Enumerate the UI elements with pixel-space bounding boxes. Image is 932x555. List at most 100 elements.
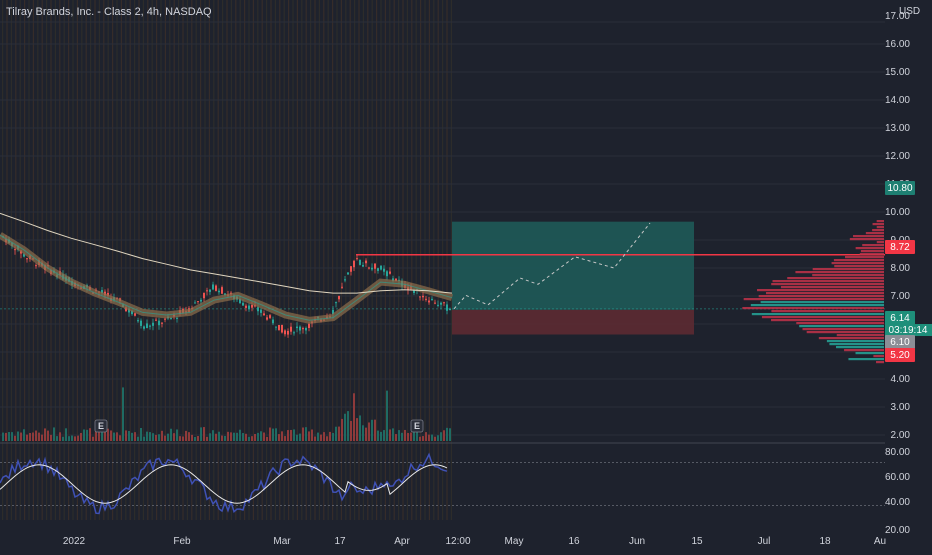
volume-bar: [215, 433, 217, 441]
resistance-price-tag-bg: [885, 240, 915, 254]
oscillator-pane: [0, 452, 885, 515]
candle: [446, 304, 448, 311]
osc-tick-label: 20.00: [885, 525, 910, 536]
volume-bar: [425, 432, 427, 441]
volume-bar: [86, 429, 88, 441]
session-stripe: [296, 0, 298, 520]
session-stripe: [274, 0, 276, 520]
volume-bar: [371, 419, 373, 441]
session-stripe: [362, 0, 364, 520]
volume-bar: [392, 428, 394, 441]
volume-bar: [35, 430, 37, 441]
profile-bar: [833, 259, 884, 262]
price-tick-label: 10.00: [885, 207, 910, 218]
symbol-title[interactable]: Tilray Brands, Inc. - Class 2, 4h, NASDA…: [6, 6, 212, 18]
session-stripe: [204, 0, 206, 520]
profile-bar: [758, 295, 884, 298]
volume-bar: [29, 432, 31, 441]
candle: [299, 326, 301, 331]
session-stripe: [103, 0, 105, 520]
projection-path: [453, 222, 651, 310]
session-stripe: [98, 0, 100, 520]
session-stripe: [226, 0, 228, 520]
profile-bar: [834, 265, 884, 268]
volume-bar: [440, 432, 442, 441]
candle: [263, 313, 265, 316]
volume-bar: [356, 418, 358, 441]
session-stripe: [230, 0, 232, 520]
profile-bar: [876, 220, 884, 223]
volume-bar: [50, 434, 52, 441]
volume-bar: [362, 425, 364, 441]
volume-bar: [140, 427, 142, 441]
session-stripe: [252, 0, 254, 520]
volume-bar: [224, 435, 226, 441]
session-stripe: [398, 0, 400, 520]
volume-bar: [350, 420, 352, 441]
volume-bar: [233, 432, 235, 441]
volume-bar: [158, 434, 160, 441]
volume-bar: [245, 433, 247, 441]
volume-bar: [188, 432, 190, 441]
volume-bar: [239, 429, 241, 441]
trade-zones: [0, 221, 885, 335]
session-stripe: [261, 0, 263, 520]
candle: [146, 323, 148, 329]
session-stripe: [116, 0, 118, 520]
candle: [209, 289, 211, 292]
volume-bar: [320, 434, 322, 441]
volume-bar: [365, 427, 367, 441]
candle: [392, 278, 394, 281]
volume-bar: [203, 427, 205, 441]
volume-bar: [251, 436, 253, 441]
time-tick-label: 18: [819, 536, 831, 547]
session-stripe: [415, 0, 417, 520]
volume-bar: [206, 436, 208, 441]
candle: [278, 324, 280, 331]
volume-bar: [41, 434, 43, 441]
session-stripe: [15, 0, 17, 520]
volume-bar: [416, 427, 418, 441]
session-stripe: [19, 0, 21, 520]
volume-bar: [272, 428, 274, 441]
candle: [200, 299, 202, 302]
target-price-tag-bg: [885, 181, 915, 195]
volume-bar: [131, 432, 133, 441]
session-stripe: [6, 0, 8, 520]
volume-bar: [74, 436, 76, 441]
session-stripe: [437, 0, 439, 520]
candle: [149, 325, 151, 327]
countdown-tag: 03:19:14: [889, 325, 928, 336]
session-stripe: [349, 0, 351, 520]
volume-bar: [293, 429, 295, 441]
volume-bar: [290, 429, 292, 441]
profile-bar: [771, 319, 884, 322]
session-stripe: [406, 0, 408, 520]
volume-bar: [422, 436, 424, 441]
volume-bar: [248, 436, 250, 441]
session-stripe: [160, 0, 162, 520]
session-stripe: [393, 0, 395, 520]
profile-bar: [831, 262, 884, 265]
profile-bar: [836, 334, 884, 337]
session-stripe: [90, 0, 92, 520]
candle: [296, 326, 298, 329]
volume-bar: [377, 430, 379, 441]
profile-bar: [796, 322, 884, 325]
volume-bar: [80, 432, 82, 441]
session-stripe: [107, 0, 109, 520]
session-stripe: [129, 0, 131, 520]
candle: [128, 308, 130, 313]
volume-bar: [179, 436, 181, 441]
candle: [218, 290, 220, 293]
volume-bar: [359, 415, 361, 441]
currency-label[interactable]: USD: [899, 6, 921, 17]
session-stripe: [327, 0, 329, 520]
session-stripe: [279, 0, 281, 520]
volume-bar: [5, 432, 7, 441]
session-stripe: [433, 0, 435, 520]
session-stripe: [235, 0, 237, 520]
